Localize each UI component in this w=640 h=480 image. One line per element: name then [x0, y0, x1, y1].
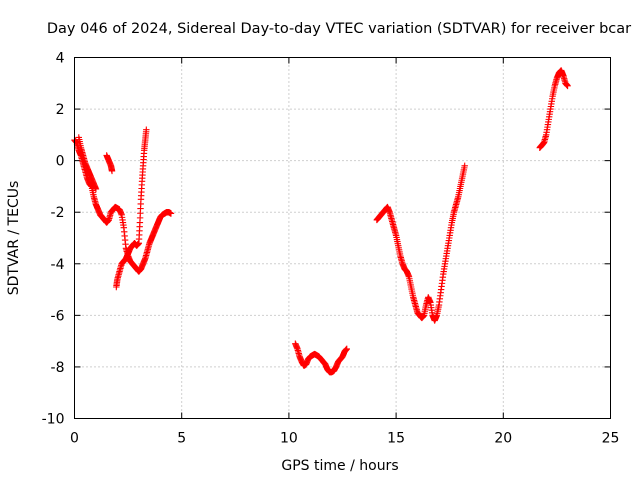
y-tick-label: 4: [56, 51, 65, 67]
data-points: [71, 67, 571, 376]
plot-frame: [74, 57, 611, 419]
x-tick-label: 25: [602, 431, 620, 447]
data-point: [564, 82, 571, 90]
y-tick-label: -10: [42, 412, 65, 428]
data-point: [143, 126, 150, 133]
x-tick-label: 0: [70, 431, 79, 447]
x-tick-labels: 0 5 10 15 20 25: [70, 431, 619, 447]
data-point: [461, 162, 468, 169]
data-point: [343, 345, 350, 353]
chart-title: Day 046 of 2024, Sidereal Day-to-day VTE…: [47, 21, 631, 37]
data-point: [92, 185, 100, 193]
y-tick-label: -4: [51, 257, 65, 273]
x-tick-label: 10: [280, 431, 298, 447]
x-axis-label: GPS time / hours: [281, 458, 398, 474]
axis-ticks: [74, 57, 611, 419]
y-tick-label: -8: [51, 360, 65, 376]
x-tick-label: 15: [387, 431, 405, 447]
y-axis-label: SDTVAR / TECUs: [6, 181, 22, 296]
y-tick-labels: -10 -8 -6 -4 -2 0 2 4: [42, 51, 65, 428]
y-tick-label: -2: [51, 205, 65, 221]
grid: [74, 57, 611, 419]
x-tick-label: 20: [494, 431, 512, 447]
data-point: [108, 167, 116, 175]
y-tick-label: 0: [56, 154, 65, 170]
y-tick-label: 2: [56, 102, 65, 118]
y-tick-label: -6: [51, 308, 65, 324]
x-tick-label: 5: [177, 431, 186, 447]
data-point: [167, 210, 175, 217]
